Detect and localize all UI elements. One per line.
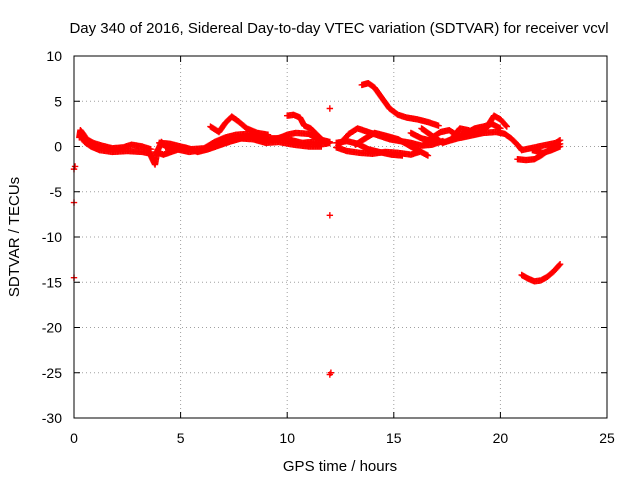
- x-tick-label: 20: [493, 430, 509, 446]
- y-tick-label: -20: [42, 320, 62, 336]
- x-tick-label: 25: [599, 430, 615, 446]
- y-axis-title: SDTVAR / TECUs: [6, 177, 23, 297]
- data-point: [320, 137, 327, 145]
- data-point: [319, 136, 326, 144]
- data-point: [327, 369, 335, 376]
- data-point: [264, 131, 272, 138]
- x-tick-label: 10: [279, 430, 295, 446]
- x-tick-label: 5: [177, 430, 185, 446]
- y-tick-label: 0: [54, 139, 62, 155]
- y-tick-labels: -30 -25 -20 -15 -10 -5 0 5 10: [42, 48, 62, 426]
- data-point: [424, 152, 432, 159]
- axis-ticks: [73, 55, 608, 419]
- data-point: [556, 143, 564, 150]
- y-tick-label: -5: [50, 184, 63, 200]
- data-point: [502, 122, 510, 129]
- data-point: [326, 212, 334, 219]
- y-tick-label: 5: [54, 93, 62, 109]
- x-tick-label: 15: [386, 430, 402, 446]
- data-point: [326, 139, 334, 147]
- plot-frame: [73, 55, 608, 419]
- y-tick-label: -15: [42, 274, 62, 290]
- y-tick-label: -25: [42, 365, 62, 381]
- data-points: [70, 79, 564, 378]
- x-tick-labels: 0 5 10 15 20 25: [70, 430, 615, 446]
- data-point: [318, 143, 325, 150]
- x-axis-title: GPS time / hours: [283, 458, 397, 475]
- chart-title: Day 340 of 2016, Sidereal Day-to-day VTE…: [69, 20, 608, 37]
- y-tick-label: -30: [42, 410, 62, 426]
- data-point: [71, 163, 79, 170]
- data-point: [435, 122, 442, 129]
- y-tick-label: -10: [42, 229, 62, 245]
- data-point: [556, 260, 564, 268]
- data-point: [326, 105, 334, 112]
- data-point: [556, 261, 563, 269]
- x-tick-label: 0: [70, 430, 78, 446]
- grid-lines: [74, 56, 607, 418]
- y-tick-label: 10: [46, 48, 62, 64]
- data-point: [503, 123, 510, 130]
